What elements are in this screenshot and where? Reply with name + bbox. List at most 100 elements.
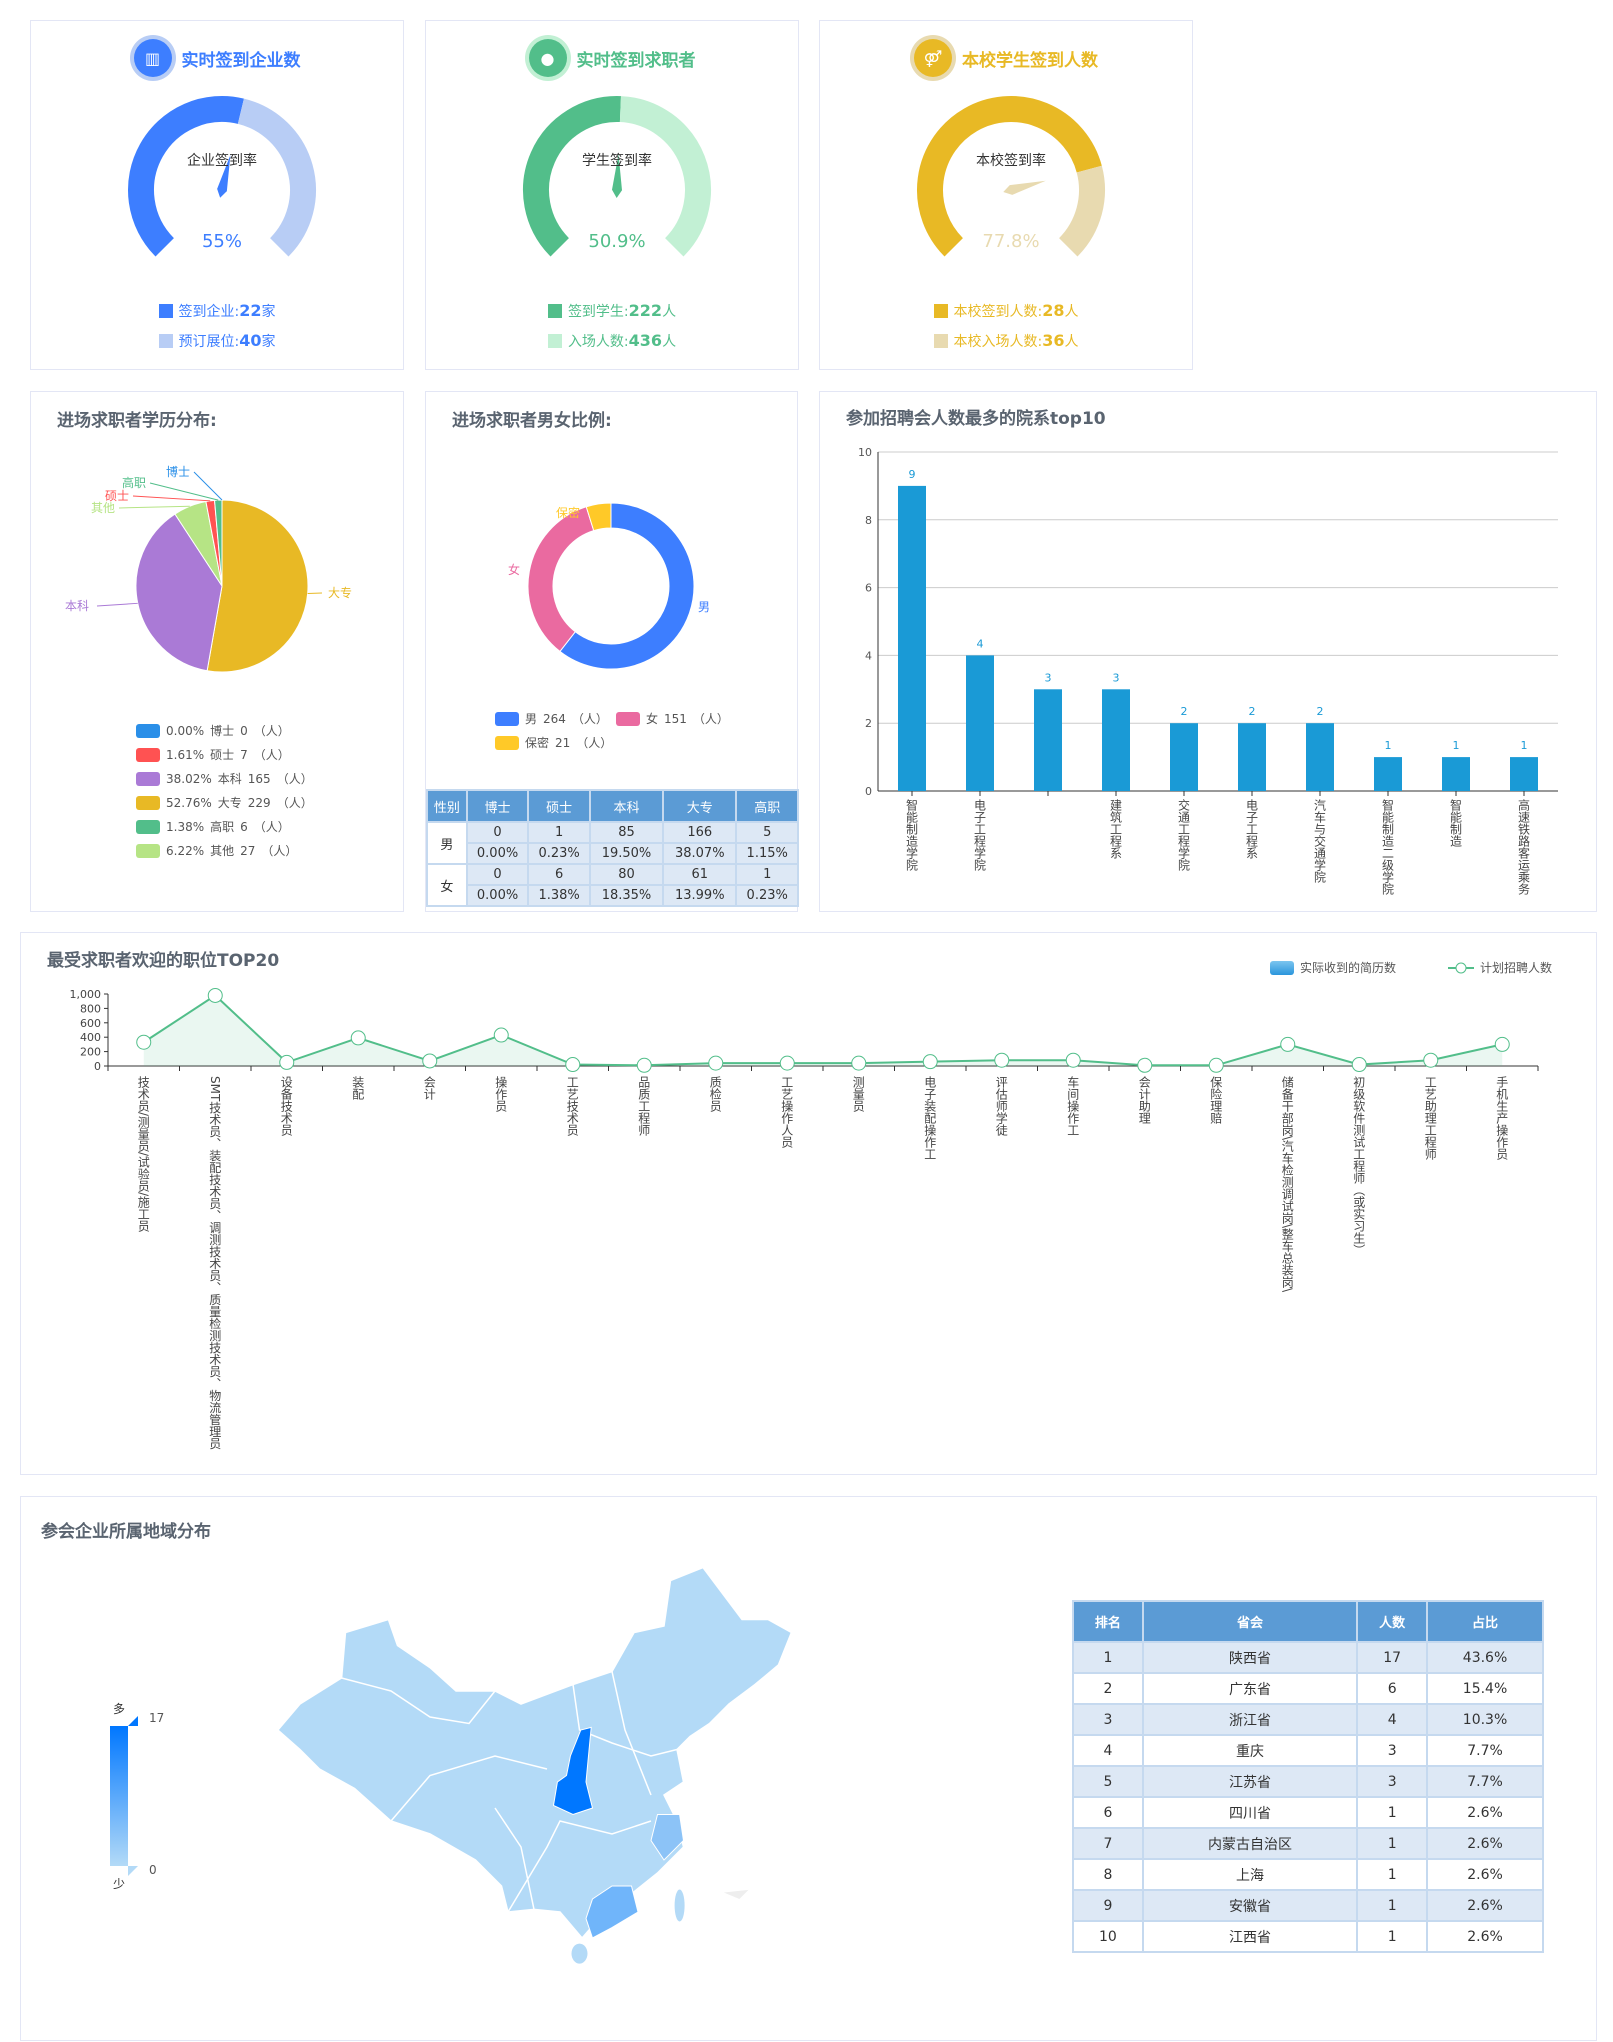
line-point[interactable] bbox=[1352, 1058, 1366, 1072]
y-tick-label: 4 bbox=[865, 649, 872, 662]
legend-text: 签到学生:222人 bbox=[568, 301, 676, 321]
line-point[interactable] bbox=[1138, 1058, 1152, 1072]
bar[interactable] bbox=[1034, 689, 1062, 791]
legend-unit: 人 bbox=[662, 304, 676, 320]
bar[interactable] bbox=[1442, 757, 1470, 791]
legend-unit: （人） bbox=[254, 746, 290, 763]
x-tick-label: 技术员/测量员/试验员/施工员 bbox=[135, 1076, 152, 1232]
table-cell-count: 1 bbox=[528, 822, 590, 843]
bar[interactable] bbox=[966, 655, 994, 791]
map-region-taiwan[interactable] bbox=[675, 1890, 685, 1922]
legend-count: 21 bbox=[555, 736, 570, 750]
legend-name: 其他 bbox=[210, 842, 234, 859]
bar[interactable] bbox=[898, 486, 926, 791]
x-tick-label: 设备技术员 bbox=[278, 1076, 295, 1136]
table-cell-pct: 38.07% bbox=[663, 843, 736, 864]
bar[interactable] bbox=[1238, 723, 1266, 791]
table-cell-sex: 女 bbox=[427, 864, 467, 906]
line-point[interactable] bbox=[923, 1055, 937, 1069]
map-region-hainan[interactable] bbox=[572, 1944, 588, 1964]
legend-count: 151 bbox=[664, 712, 687, 726]
table-cell-pct: 1.38% bbox=[528, 885, 590, 906]
table-cell: 广东省 bbox=[1143, 1673, 1357, 1704]
table-cell: 10.3% bbox=[1427, 1704, 1543, 1735]
legend-swatch bbox=[616, 712, 640, 726]
legend-name: 女 bbox=[646, 710, 658, 727]
legend-label: 本校签到人数: bbox=[954, 304, 1043, 320]
x-tick-label: 智能制造二级学院 bbox=[1380, 799, 1397, 895]
table-cell-pct: 1.15% bbox=[736, 843, 798, 864]
line-point[interactable] bbox=[1281, 1037, 1295, 1051]
line-point[interactable] bbox=[1209, 1058, 1223, 1072]
legend-unit: 人 bbox=[662, 334, 676, 350]
line-point[interactable] bbox=[208, 988, 222, 1002]
gauge-remaining-arc bbox=[1068, 169, 1092, 247]
x-tick-label: 车间操作工 bbox=[1065, 1076, 1082, 1136]
line-point[interactable] bbox=[995, 1053, 1009, 1067]
bar[interactable] bbox=[1170, 723, 1198, 791]
table-header: 硕士 bbox=[528, 790, 590, 822]
line-point[interactable] bbox=[280, 1055, 294, 1069]
table-cell: 上海 bbox=[1143, 1859, 1357, 1890]
table-cell: 1 bbox=[1357, 1859, 1427, 1890]
table-cell: 1 bbox=[1357, 1890, 1427, 1921]
legend-unit: （人） bbox=[261, 842, 297, 859]
legend-count: 264 bbox=[543, 712, 566, 726]
line-point[interactable] bbox=[637, 1058, 651, 1072]
table-cell-pct: 13.99% bbox=[663, 885, 736, 906]
legend-text: 入场人数:436人 bbox=[568, 331, 676, 351]
gauge-legend-item: 签到学生:222人 bbox=[426, 301, 798, 321]
map-china-outline[interactable] bbox=[278, 1568, 792, 1939]
x-tick-label: 初级软件测试工程师（或实习生） bbox=[1351, 1076, 1368, 1256]
bar-value-label: 2 bbox=[1181, 705, 1188, 718]
table-header: 性别 bbox=[427, 790, 467, 822]
bar[interactable] bbox=[1374, 757, 1402, 791]
legend-pct: 38.02% bbox=[166, 772, 212, 786]
china-map[interactable] bbox=[21, 1497, 821, 2042]
bar-value-label: 2 bbox=[1249, 705, 1256, 718]
legend-swatch bbox=[548, 304, 562, 318]
line-point[interactable] bbox=[423, 1054, 437, 1068]
line-point[interactable] bbox=[780, 1056, 794, 1070]
legend-unit: （人） bbox=[254, 818, 290, 835]
table-cell-sex: 男 bbox=[427, 822, 467, 864]
bar[interactable] bbox=[1306, 723, 1334, 791]
pie-label: 硕士 bbox=[105, 489, 129, 503]
table-cell: 江西省 bbox=[1143, 1921, 1357, 1952]
bar[interactable] bbox=[1102, 689, 1130, 791]
pie-slice-1[interactable] bbox=[528, 507, 594, 652]
bar-value-label: 2 bbox=[1317, 705, 1324, 718]
legend-unit: 家 bbox=[261, 334, 275, 350]
line-point[interactable] bbox=[566, 1058, 580, 1072]
legend-unit: 人 bbox=[1064, 304, 1078, 320]
line-point[interactable] bbox=[494, 1028, 508, 1042]
table-header: 省会 bbox=[1143, 1601, 1357, 1642]
legend-name: 大专 bbox=[218, 794, 242, 811]
line-point[interactable] bbox=[1066, 1053, 1080, 1067]
line-point[interactable] bbox=[709, 1056, 723, 1070]
gauge-legend-item: 本校入场人数:36人 bbox=[820, 331, 1192, 351]
line-point[interactable] bbox=[1495, 1037, 1509, 1051]
line-point[interactable] bbox=[1424, 1053, 1438, 1067]
line-point[interactable] bbox=[351, 1031, 365, 1045]
line-point[interactable] bbox=[137, 1035, 151, 1049]
x-tick-label: 电子工程学院 bbox=[972, 799, 989, 871]
bar[interactable] bbox=[1510, 757, 1538, 791]
line-point[interactable] bbox=[852, 1056, 866, 1070]
y-tick-label: 800 bbox=[80, 1002, 101, 1015]
legend-pct: 6.22% bbox=[166, 844, 204, 858]
gauge-value: 50.9% bbox=[588, 231, 645, 252]
